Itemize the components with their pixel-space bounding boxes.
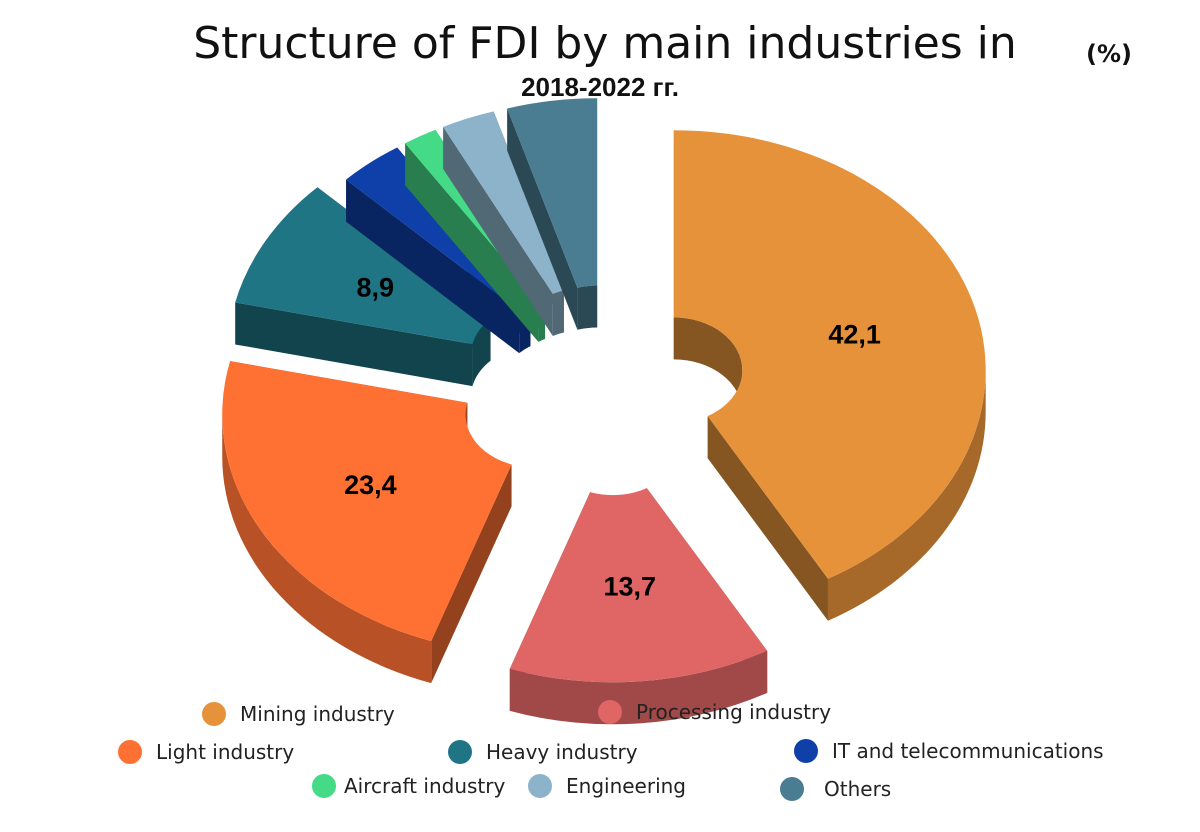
legend-swatch-others [780, 777, 804, 801]
slice-cut-face [346, 179, 520, 354]
slice-top [673, 130, 986, 579]
slice-processing [509, 488, 768, 725]
chart-title: Structure of FDI by main industries in [193, 18, 1017, 69]
legend-swatch-light [118, 740, 142, 764]
legend-item-mining: Mining industry [202, 702, 395, 726]
slice-outer-wall [827, 370, 986, 621]
slice-top [509, 488, 768, 683]
legend-swatch-engineering [528, 774, 552, 798]
legend-label-aircraft: Aircraft industry [344, 774, 506, 798]
slice-cut-face [707, 416, 828, 621]
slice-top [443, 111, 564, 294]
legend-item-others: Others [780, 777, 891, 801]
legend-item-it: IT and telecommunications [794, 739, 1104, 763]
slice-cut-face [507, 108, 578, 330]
legend-item-processing: Processing industry [598, 700, 831, 724]
slice-cut-face [431, 464, 512, 684]
slice-top [222, 361, 512, 642]
slice-light [222, 361, 512, 684]
slice-mining [673, 130, 986, 621]
legend-item-aircraft: Aircraft industry [312, 774, 505, 798]
legend-label-processing: Processing industry [636, 700, 832, 724]
legend-swatch-aircraft [312, 774, 336, 798]
legend-label-mining: Mining industry [240, 702, 395, 726]
legend-label-it: IT and telecommunications [832, 739, 1104, 763]
data-label-mining: 42,1 [828, 319, 881, 349]
data-label-light: 23,4 [344, 470, 397, 500]
legend-swatch-it [794, 739, 818, 763]
legend-item-heavy: Heavy industry [448, 740, 638, 764]
slice-cut-face [405, 143, 539, 342]
legend-label-heavy: Heavy industry [486, 740, 638, 764]
legend-label-light: Light industry [156, 740, 295, 764]
slice-outer-wall [222, 414, 432, 684]
slice-engineering [443, 111, 564, 336]
legend-item-light: Light industry [118, 740, 294, 764]
legend-label-others: Others [824, 777, 892, 801]
slice-outer-wall [509, 650, 768, 725]
data-label-processing: 13,7 [603, 572, 656, 602]
unit-label: (%) [1086, 40, 1132, 68]
chart-subtitle: 2018-2022 гг. [521, 72, 679, 102]
slice-cut-face [235, 302, 473, 387]
legend-swatch-heavy [448, 740, 472, 764]
legend-swatch-processing [598, 700, 622, 724]
slice-cut-face [443, 126, 553, 336]
slice-inner-wall [577, 285, 598, 330]
slice-top [507, 98, 598, 288]
legend-swatch-mining [202, 702, 226, 726]
legend-label-engineering: Engineering [566, 774, 686, 798]
data-label-heavy: 8,9 [356, 273, 394, 303]
slice-top [235, 187, 491, 345]
legend-item-engineering: Engineering [528, 774, 686, 798]
slice-others [507, 98, 598, 330]
slice-inner-wall [673, 317, 743, 413]
